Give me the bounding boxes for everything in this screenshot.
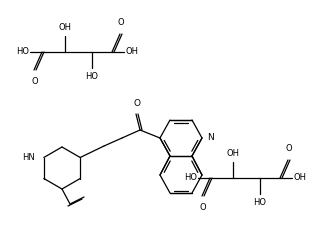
Text: O: O (118, 18, 124, 27)
Text: OH: OH (226, 149, 239, 158)
Text: O: O (200, 203, 206, 212)
Text: HO: HO (16, 47, 29, 56)
Text: O: O (32, 77, 38, 86)
Text: N: N (207, 134, 214, 143)
Text: O: O (133, 99, 140, 108)
Text: HO: HO (184, 174, 197, 182)
Text: OH: OH (58, 23, 71, 32)
Text: HN: HN (22, 153, 35, 162)
Text: OH: OH (125, 47, 138, 56)
Text: HO: HO (254, 198, 267, 207)
Text: OH: OH (293, 174, 306, 182)
Text: HO: HO (86, 72, 99, 81)
Text: O: O (286, 144, 292, 153)
